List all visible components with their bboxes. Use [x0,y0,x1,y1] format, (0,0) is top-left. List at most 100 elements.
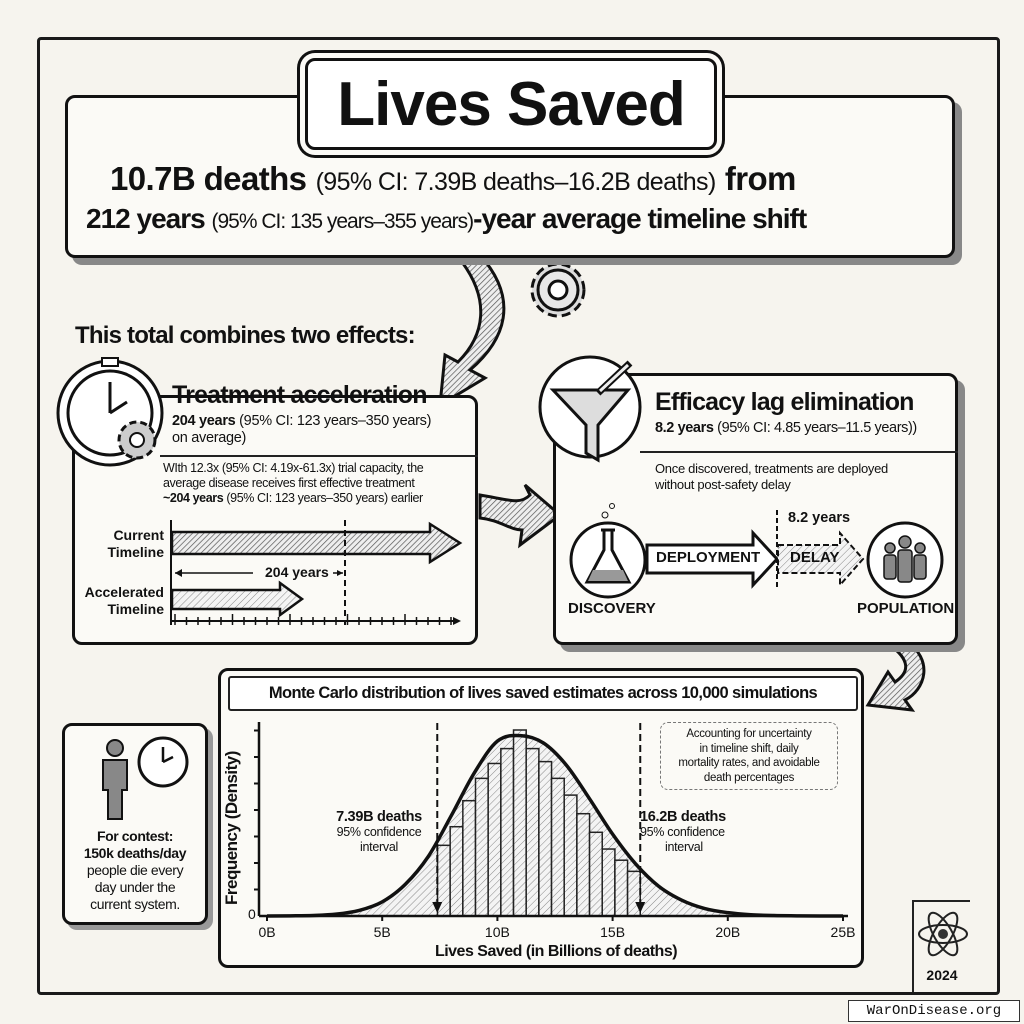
lower-ci-value: 7.39B deaths [336,809,422,825]
chart-title: Monte Carlo distribution of lives saved … [228,676,858,711]
flask-icon [569,503,647,599]
histogram-bar [550,777,565,917]
x-tick-label: 15B [600,924,626,940]
note-line: death percentages [703,771,795,784]
timeline-shift-ci: (95% CI: 135 years–355 years) [211,210,474,233]
clock-icon [137,736,189,788]
curved-arrow-to-chart [865,638,926,712]
histogram-bar [525,747,540,917]
accelerated-timeline-arrow [170,580,305,618]
histogram-bar [487,762,502,917]
ci-sub: interval [360,840,398,854]
contest-heading: For contest: [96,828,174,844]
atom-icon [918,911,968,957]
x-tick-label: 10B [484,924,510,940]
curved-arrow-to-treatment [438,253,506,408]
desc-line: without post-safety delay [655,477,791,492]
note-line: Accounting for uncertainty [686,728,812,740]
treatment-years: 204 years [172,413,236,429]
delay-arrow [777,530,865,588]
efficacy-description: Once discovered, treatments are deployed… [655,461,888,493]
ci-arrowhead [635,902,646,913]
x-axis-label: Lives Saved (in Billions of deaths) [434,943,678,960]
histogram-bar [449,825,464,917]
efficacy-ci: (95% CI: 4.85 years–11.5 years)) [717,420,917,436]
lower-ci-annotation: 7.39B deaths 95% confidence interval [320,810,438,855]
intro-text: This total combines two effects: [75,322,416,349]
desc-line: average disease receives first effective… [163,476,415,490]
desc-line: WIth 12.3x (95% CI: 4.19x-61.3x) trial c… [163,461,424,475]
person-clock-icon [102,736,189,820]
treatment-tail: on average) [172,430,247,446]
efficacy-years: 8.2 years [655,420,714,436]
current-timeline-arrow [170,521,463,565]
footer-link[interactable]: WarOnDisease.org [848,1000,1020,1022]
deployment-label: DEPLOYMENT [656,549,761,566]
gear-icon [530,262,586,318]
histogram-bar [576,812,591,917]
label: Timeline [107,544,164,560]
page-title: Lives Saved [337,69,685,139]
arrow-between-panels [478,483,563,549]
gap-label: 204 years [263,564,331,580]
delay-span-label: 8.2 years [788,510,851,526]
divider [640,451,958,453]
upper-ci-value: 16.2B deaths [640,809,726,825]
y-tick-0: 0 [248,906,256,922]
deployment-diagram [569,503,944,599]
total-ci: (95% CI: 7.39B deaths–16.2B deaths) [315,168,717,196]
badge-year: 2024 [926,967,958,983]
timeline-shift-suffix: -year average timeline shift [473,203,807,234]
label: Current [113,527,164,543]
x-tick-label: 25B [830,924,856,940]
stopwatch-icon [56,357,164,467]
y-axis-label: Frequency (Density) [222,751,241,905]
efficacy-title: Efficacy lag elimination [655,388,914,416]
contest-line: people die every [86,862,184,878]
note-line: in timeline shift, daily [699,742,799,755]
histogram-bar [614,859,629,917]
discovery-label: DISCOVERY [568,600,656,617]
current-timeline-label: Current Timeline [80,527,164,561]
population-label: POPULATION [857,600,955,617]
histogram-bar [512,729,527,917]
label: Timeline [107,601,164,617]
x-tick-label: 0B [258,924,276,940]
total-lives-saved: 10.7B deaths [110,160,307,197]
year-badge: 2024 [912,900,970,992]
summary-line-1: 10.7B deaths (95% CI: 7.39B deaths–16.2B… [88,160,948,198]
summary-from: from [724,160,797,197]
histogram-bar [563,794,578,917]
ci-arrowhead [432,902,443,913]
divider [160,455,478,457]
contest-text: For contest: 150k deaths/day people die … [62,828,208,913]
histogram-bar [588,831,603,917]
gear-icon [117,420,157,460]
delay-label: DELAY [790,549,840,566]
label: Accelerated [84,584,164,600]
title-plaque: Lives Saved [305,58,717,150]
contest-line: current system. [90,896,180,912]
ci-sub: interval [665,840,703,854]
histogram-bar [538,760,553,917]
desc-line: Once discovered, treatments are deployed [655,461,888,476]
ci-sub: 95% confidence [336,825,422,839]
summary-line-2: 212 years (95% CI: 135 years–355 years)-… [86,203,956,235]
upper-ci-annotation: 16.2B deaths 95% confidence interval [640,810,750,855]
outer-frame [37,37,1000,995]
x-tick-label: 20B [715,924,741,940]
ci-sub: 95% confidence [640,825,725,839]
deaths-per-day: 150k deaths/day [83,845,187,861]
desc-bold: ~204 years [163,491,224,505]
timeline-diagram [170,520,463,625]
treatment-title: Treatment acceleration [172,381,428,409]
x-tick-label: 5B [373,924,391,940]
funnel-syringe-icon [538,355,642,463]
contest-line: day under the [94,879,176,895]
treatment-ci: (95% CI: 123 years–350 years) [239,413,432,429]
efficacy-value: 8.2 years (95% CI: 4.85 years–11.5 years… [655,420,917,436]
deployment-arrow [645,529,780,589]
note-line: mortality rates, and avoidable [678,757,820,769]
histogram-bar [601,848,616,917]
